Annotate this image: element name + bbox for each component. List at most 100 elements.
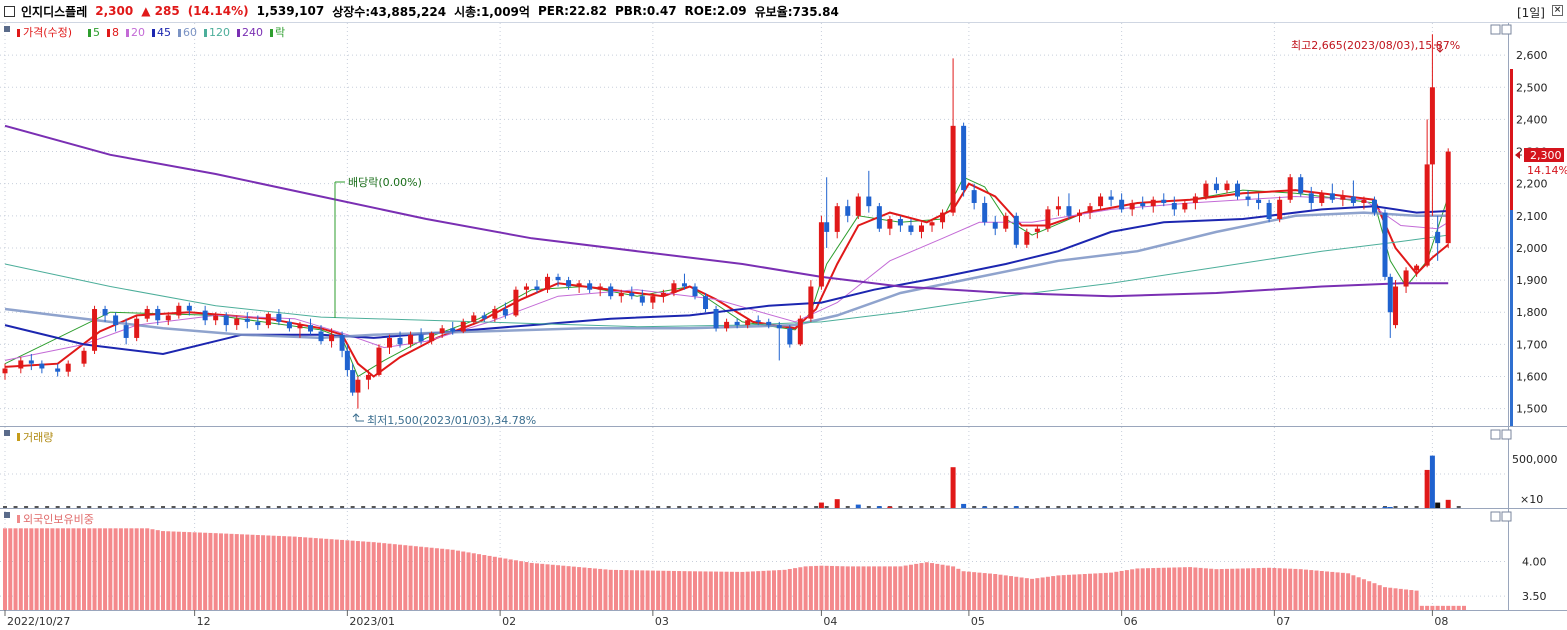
foreign-ratio-bar (677, 571, 682, 610)
foreign-ratio-bar (1088, 573, 1093, 610)
foreign-ratio-bar (261, 535, 266, 610)
candle-body (534, 286, 540, 290)
foreign-ratio-bar (1003, 575, 1008, 610)
foreign-ratio-bar (650, 570, 655, 610)
foreign-ratio-bar (413, 546, 418, 610)
foreign-ratio-bar (824, 565, 829, 610)
pbr-value: PBR:0.47 (614, 4, 677, 18)
foreign-ratio-bar (255, 535, 260, 610)
foreign-ratio-bar (829, 565, 834, 610)
close-panel-icon[interactable] (1501, 24, 1512, 35)
candle-body (1076, 212, 1082, 216)
volume-bar-small (224, 506, 229, 508)
foreign-ratio-bar (34, 528, 39, 610)
foreign-ratio-bar (282, 536, 287, 610)
panel-menu-icon[interactable] (4, 512, 10, 518)
candle-body (223, 315, 229, 326)
foreign-ratio-bar (1167, 567, 1172, 610)
candle-body (502, 309, 508, 316)
foreign-ratio-bar (798, 567, 803, 610)
candle-body (755, 320, 761, 322)
candle-body (982, 202, 988, 223)
candle-body (1150, 199, 1156, 207)
foreign-ratio-bar (1267, 567, 1272, 610)
min-arrow-icon (352, 413, 364, 422)
close-icon[interactable]: × (1552, 5, 1563, 16)
volume-legend-title: 거래량 (23, 431, 53, 444)
candle-body (576, 283, 582, 287)
candle-body (165, 315, 171, 321)
candle-body (329, 334, 335, 342)
foreign-ratio-bar (440, 548, 445, 610)
volume-bar-small (498, 506, 503, 508)
volume-bar-small (919, 506, 924, 508)
foreign-ratio-bar (87, 528, 92, 610)
volume-bar-small (824, 506, 829, 508)
foreign-ratio-bar (692, 571, 697, 610)
volume-bar-small (1393, 506, 1398, 508)
foreign-ratio-bar (71, 528, 76, 610)
volume-bar-small (424, 506, 429, 508)
foreign-ratio-bar (1303, 569, 1308, 610)
foreign-ratio-bar (29, 528, 34, 610)
candle-body (376, 347, 382, 375)
volume-bar-small (972, 506, 977, 508)
foreign-ratio-bar (1172, 567, 1177, 610)
candle-body (818, 222, 824, 287)
candle-body (1429, 87, 1435, 165)
candle-body (186, 305, 192, 311)
volume-bar-small (97, 506, 102, 508)
volume-bar-small (1203, 506, 1208, 508)
candle-body (1371, 199, 1377, 213)
candle-body (597, 286, 603, 290)
candle-body (639, 296, 645, 303)
foreign-ratio-bar (1219, 569, 1224, 610)
foreign-ratio-bar (39, 528, 44, 610)
foreign-ratio-bar (619, 570, 624, 610)
volume-bar-small (87, 506, 92, 508)
panel-menu-icon[interactable] (4, 26, 10, 32)
grid-lines (0, 23, 1508, 610)
foreign-ratio-bar (1240, 568, 1245, 610)
foreign-ratio-bar (129, 528, 134, 610)
price-tick-label: 1,800 (1516, 306, 1548, 319)
close-panel-icon[interactable] (1501, 429, 1512, 440)
volume-bar-small (550, 506, 555, 508)
candle-body (481, 315, 487, 319)
candle-body (1182, 202, 1188, 210)
current-price-tag-text: 2,300 (1530, 149, 1562, 162)
foreign-ratio-bar (361, 541, 366, 610)
maximize-icon[interactable] (1490, 511, 1501, 522)
volume-bar-small (613, 506, 618, 508)
candle-body (545, 276, 551, 290)
foreign-ratio-bar (1462, 605, 1466, 610)
close-panel-icon[interactable] (1501, 511, 1512, 522)
maximize-icon[interactable] (1490, 429, 1501, 440)
foreign-ratio-bar (761, 570, 766, 610)
volume-bar-small (1246, 506, 1251, 508)
candle-body (460, 321, 466, 332)
candle-body (123, 325, 129, 338)
candle-body (1277, 199, 1283, 220)
foreign-ratio-bar (550, 564, 555, 610)
maximize-icon[interactable] (1490, 24, 1501, 35)
price-tick-label: 1,600 (1516, 371, 1548, 384)
candle-body (339, 334, 345, 351)
foreign-ratio-bar (45, 528, 50, 610)
foreign-ratio-bar (1061, 575, 1066, 610)
foreign-ratio-bar (387, 543, 392, 610)
foreign-ratio-bar (113, 528, 118, 610)
select-checkbox[interactable] (4, 5, 15, 17)
candle-body (961, 125, 967, 191)
foreign-ratio-bar (872, 566, 877, 610)
ma-line-240 (4, 124, 1449, 298)
candle-body (1308, 193, 1314, 203)
period-selector[interactable]: [1일] (1516, 6, 1545, 20)
candle-body (355, 379, 361, 393)
panel-menu-icon[interactable] (4, 430, 10, 436)
candle-body (255, 321, 261, 326)
volume-bar-small (1130, 506, 1135, 508)
foreign-ratio-bar (1098, 573, 1103, 610)
foreign-legend-title: 외국인보유비중 (23, 513, 94, 526)
